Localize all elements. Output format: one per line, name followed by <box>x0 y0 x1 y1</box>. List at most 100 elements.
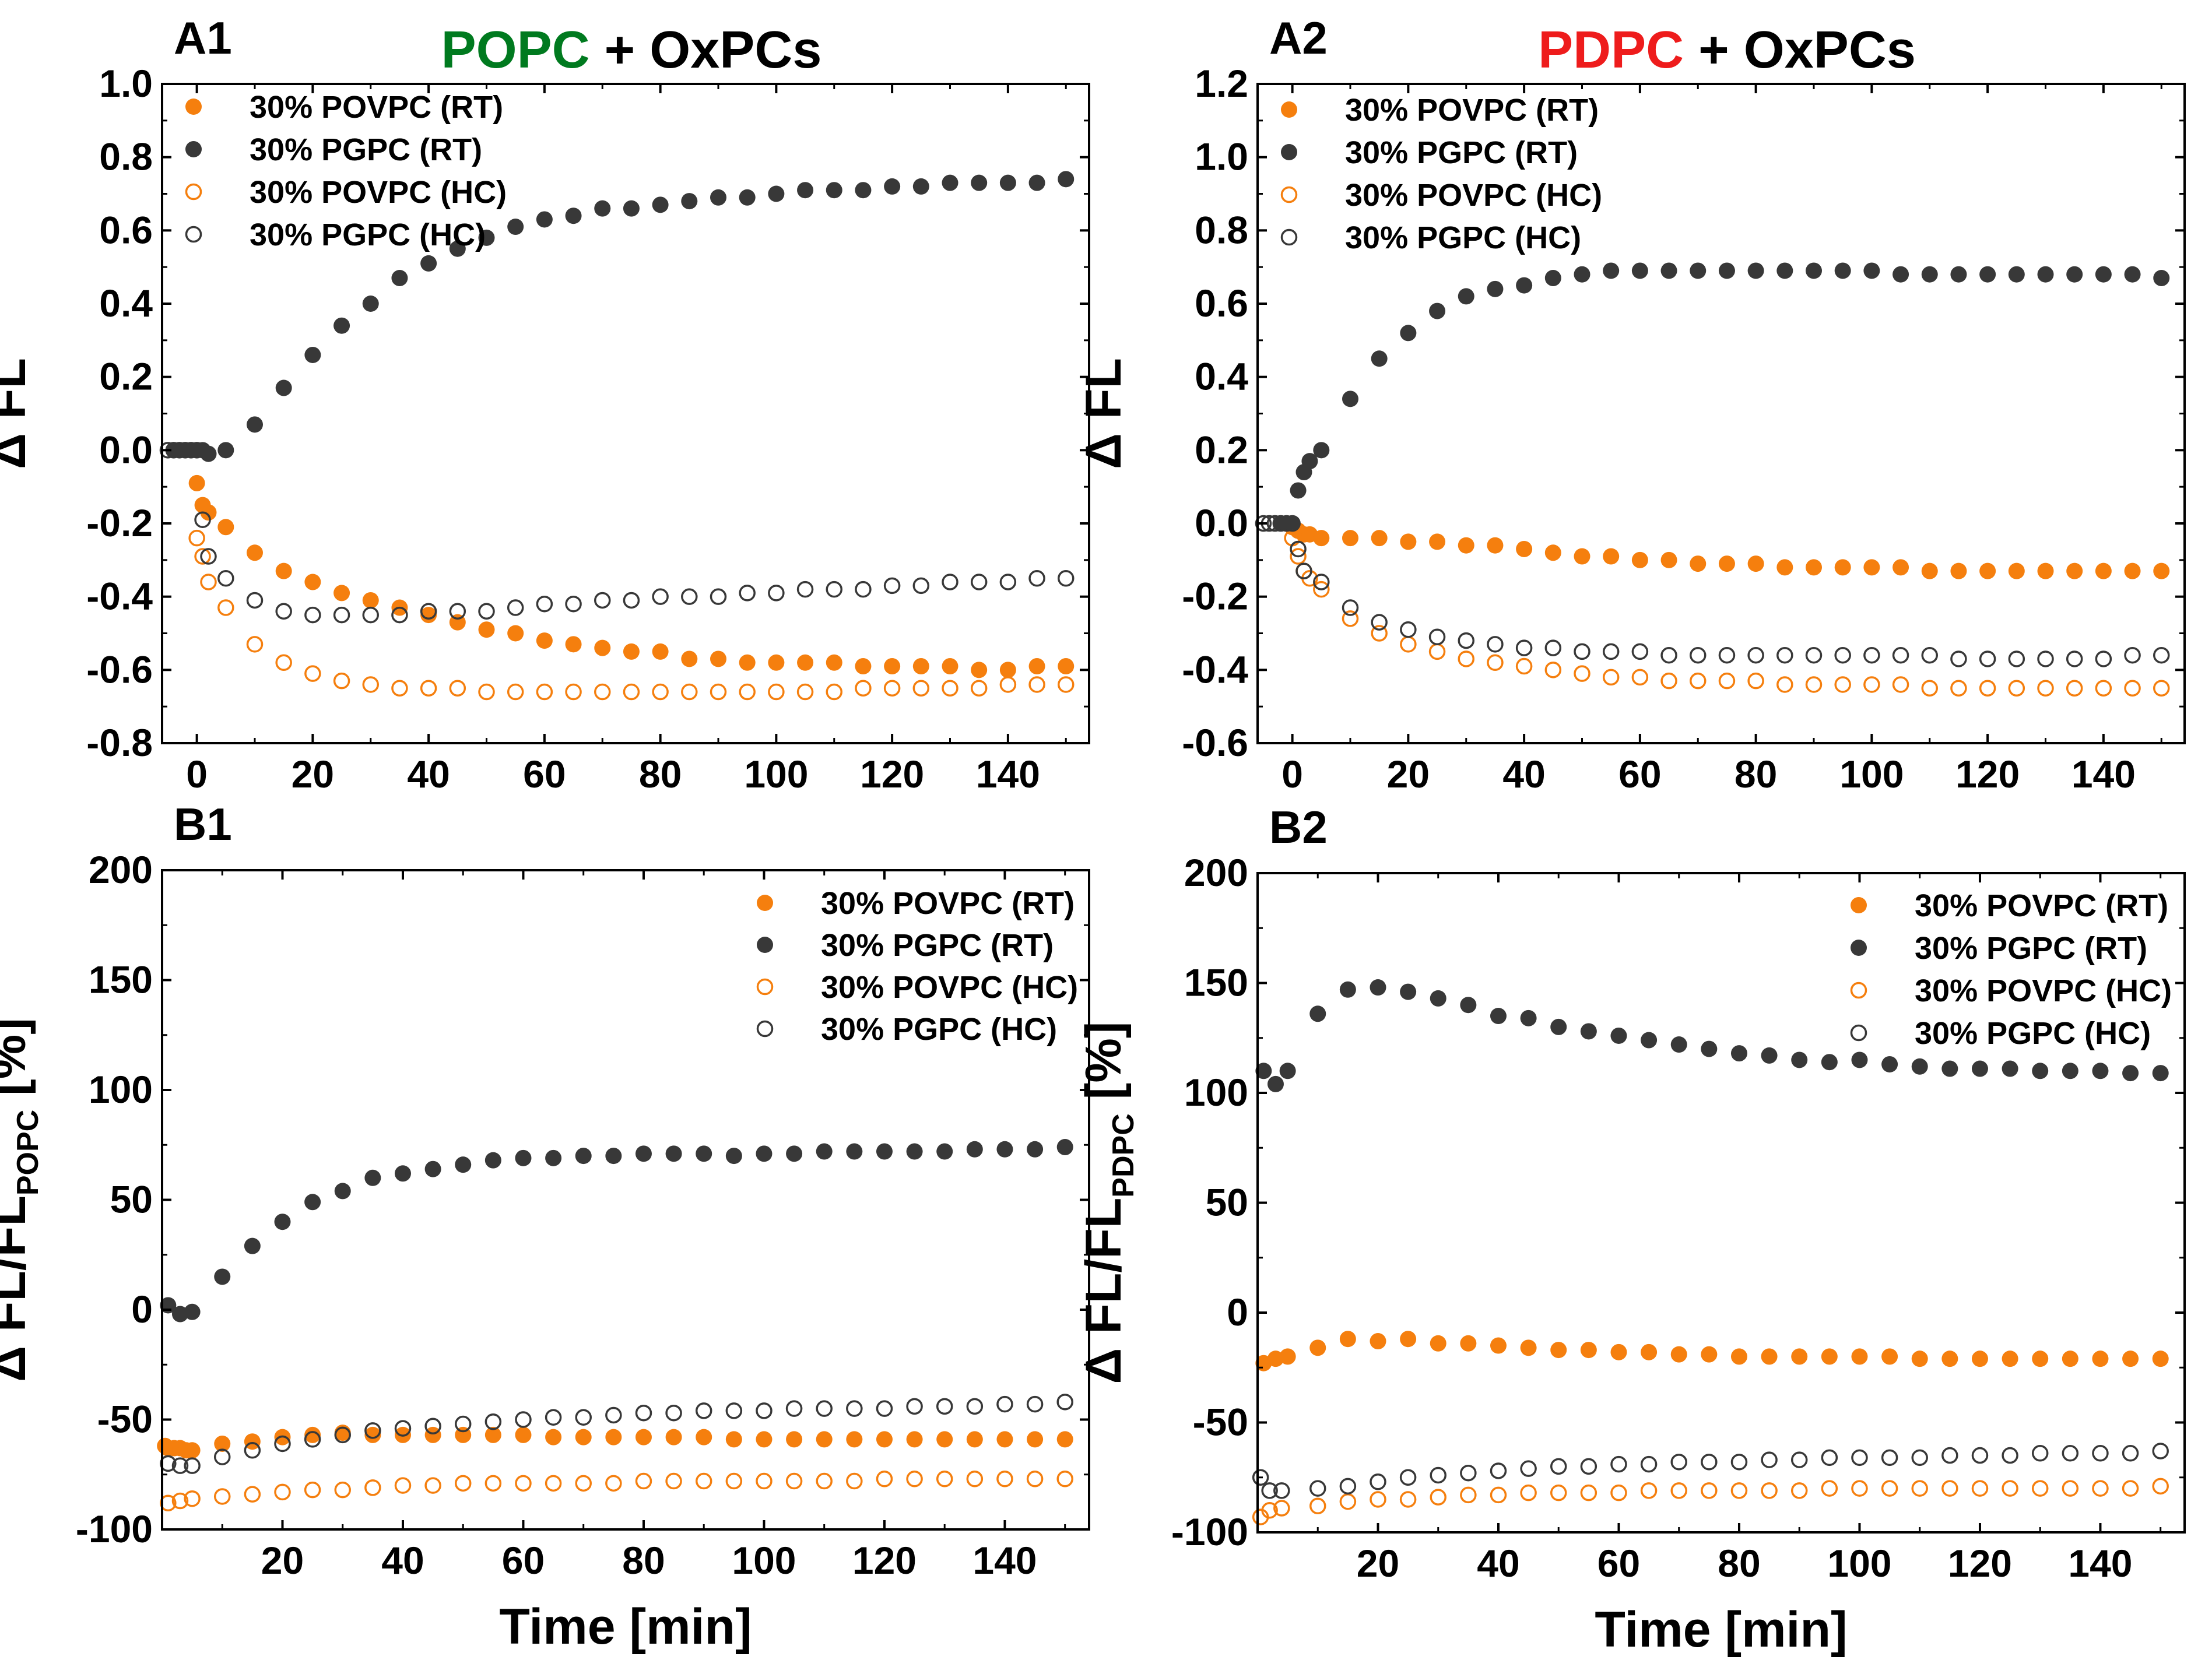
data-point <box>1660 551 1677 568</box>
data-point <box>2066 266 2083 283</box>
data-point <box>826 182 842 199</box>
data-point <box>1730 1454 1748 1471</box>
data-point <box>274 1435 291 1452</box>
legend: 30% POVPC (RT) 30% PGPC (RT) 30% POVPC (HC… <box>1850 888 2172 1051</box>
data-point <box>1544 639 1562 656</box>
data-point <box>768 585 785 602</box>
data-point <box>846 1143 863 1160</box>
data-point <box>725 1431 742 1448</box>
data-point <box>942 174 958 191</box>
data-point <box>1610 1344 1627 1360</box>
data-point <box>484 1426 501 1443</box>
data-point <box>1400 1331 1417 1348</box>
y-tick-label: -0.8 <box>86 721 153 764</box>
data-point <box>2032 1063 2049 1079</box>
data-point <box>334 1481 351 1499</box>
data-point <box>912 680 930 697</box>
data-point <box>1790 1482 1808 1499</box>
data-point <box>796 581 814 598</box>
data-point <box>1610 1027 1627 1044</box>
data-point <box>244 1442 261 1459</box>
data-point <box>1399 1491 1417 1508</box>
data-point <box>1660 672 1677 690</box>
y-tick-label: -100 <box>1171 1510 1248 1553</box>
data-point <box>797 654 814 671</box>
data-point <box>1279 1063 1296 1079</box>
y-axis-title: Δ FL/FLPDPC [%] <box>1076 1022 1140 1384</box>
data-point <box>999 676 1017 693</box>
data-point <box>1267 1350 1284 1367</box>
data-point <box>364 1479 381 1496</box>
data-point <box>159 442 177 459</box>
data-point <box>1950 650 1967 667</box>
data-point <box>565 636 582 653</box>
data-point <box>2124 646 2141 664</box>
x-tick-label: 120 <box>860 752 924 796</box>
data-point <box>362 606 379 624</box>
data-point <box>420 607 437 624</box>
data-point <box>1460 1486 1477 1504</box>
data-point <box>424 1426 441 1443</box>
data-point <box>2002 1447 2018 1464</box>
data-point <box>2095 266 2112 283</box>
data-point <box>1342 599 1359 616</box>
data-point <box>876 1471 893 1487</box>
y-tick-label: 0.0 <box>99 428 153 471</box>
data-point <box>177 442 194 459</box>
data-point <box>816 1431 833 1448</box>
data-point <box>507 599 524 616</box>
data-point <box>2037 680 2054 697</box>
series-0 <box>1284 519 2170 579</box>
data-point <box>796 683 814 701</box>
data-point <box>1670 1036 1687 1053</box>
data-point <box>171 1492 189 1510</box>
y-tick-label: -0.4 <box>1182 648 1248 691</box>
y-axis-title: Δ FL <box>0 358 36 469</box>
legend-marker <box>757 895 773 911</box>
data-point <box>1921 646 1938 664</box>
data-point <box>1458 288 1474 305</box>
data-point <box>420 680 437 697</box>
data-point <box>1490 1008 1507 1025</box>
data-point <box>1550 1484 1567 1501</box>
data-point <box>966 1141 983 1158</box>
data-point <box>2092 1350 2109 1367</box>
y-tick-label: 1.0 <box>1195 135 1248 178</box>
data-point <box>1863 646 1880 664</box>
data-point <box>739 654 756 671</box>
x-tick-label: 20 <box>292 752 334 796</box>
legend-label: 30% PGPC (HC) <box>250 217 486 252</box>
data-point <box>1941 1060 1958 1077</box>
data-point <box>739 585 756 602</box>
x-axis-title: Time [min] <box>499 1599 752 1655</box>
data-point <box>2008 266 2025 283</box>
data-point <box>1701 1482 1718 1499</box>
y-tick-label: 50 <box>1206 1181 1248 1224</box>
x-tick-label: 20 <box>1357 1542 1399 1585</box>
x-tick-label: 20 <box>261 1539 304 1582</box>
x-tick-label: 20 <box>1387 752 1430 796</box>
legend-label: 30% POVPC (HC) <box>821 970 1078 1005</box>
series-2 <box>188 529 1075 701</box>
x-tick-label: 40 <box>407 752 450 796</box>
data-point <box>971 662 988 678</box>
data-point <box>1950 562 1967 579</box>
plot-frame <box>1256 872 2186 1534</box>
data-point <box>1515 639 1533 656</box>
data-point <box>1458 632 1474 649</box>
data-point <box>1747 646 1764 664</box>
data-point <box>1670 1454 1687 1471</box>
y-axis-title-subscript: POPC <box>11 1110 45 1195</box>
data-point <box>171 1457 189 1474</box>
data-point <box>1371 625 1388 642</box>
data-point <box>1026 1395 1044 1413</box>
data-point <box>2152 1065 2169 1082</box>
data-point <box>1430 1489 1446 1506</box>
data-point <box>2152 1350 2169 1367</box>
data-point <box>605 1406 622 1424</box>
data-point <box>999 174 1016 191</box>
data-point <box>1295 562 1312 579</box>
data-point <box>2037 266 2054 283</box>
data-point <box>635 1429 652 1446</box>
data-point <box>1641 1032 1658 1049</box>
